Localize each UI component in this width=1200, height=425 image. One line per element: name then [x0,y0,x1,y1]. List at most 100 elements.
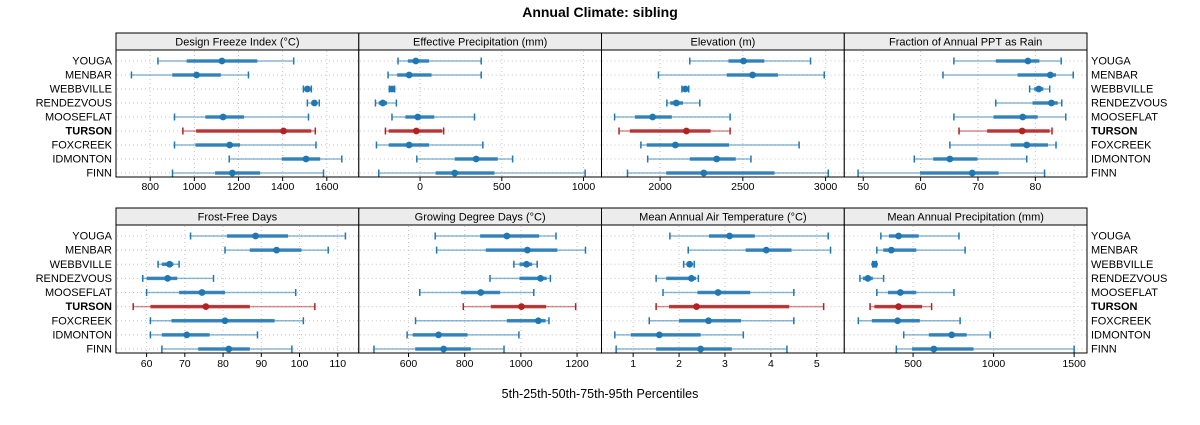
tick-label: 3000 [814,181,838,193]
median-dot [503,232,511,240]
median-dot [198,289,206,296]
median-dot [303,85,311,93]
median-dot [726,232,733,240]
tick-label: 2 [676,358,682,370]
tick-label: 800 [141,181,159,193]
median-dot [894,317,902,325]
median-dot [477,289,485,296]
tick-label: 500 [493,181,511,193]
series-rendezvous [666,99,701,107]
site-label-left-turson: TURSON [66,301,113,313]
site-label-left-youga: YOUGA [72,231,112,243]
median-dot [414,113,422,121]
series-youga [434,232,557,240]
series-foxcreek [640,141,800,149]
series-youga [953,57,1062,65]
percentiles-caption: 5th-25th-50th-75th-95th Percentiles [501,387,699,401]
series-idmonton [614,331,745,339]
panel-body [115,49,360,178]
series-menbar [224,246,329,254]
tick-label: 60 [141,358,153,370]
series-turson [655,303,825,311]
series-rendezvous [142,274,215,282]
site-label-left-turson: TURSON [66,126,113,138]
median-dot [280,127,287,135]
series-finn [161,345,293,353]
series-menbar [387,71,482,79]
median-dot [740,57,747,65]
median-dot [896,289,904,296]
site-label-right-mooseflat: MOOSEFLAT [1091,287,1158,299]
strip-title: Mean Annual Precipitation (mm) [887,212,1044,224]
median-dot [713,155,721,163]
site-label-right-foxcreek: FOXCREEK [1091,140,1152,152]
series-foxcreek [375,141,484,149]
median-dot [412,57,420,65]
tick-label: 1600 [315,181,339,193]
tick-label: 80 [217,358,229,370]
panel-body [358,224,602,354]
tick-label: 1000 [509,358,533,370]
series-idmonton [149,331,259,339]
series-finn [373,345,505,353]
site-label-right-mooseflat: MOOSEFLAT [1091,112,1158,124]
site-label-left-foxcreek: FOXCREEK [51,315,112,327]
site-label-right-youga: YOUGA [1091,56,1131,68]
series-finn [615,345,788,353]
median-dot [219,113,227,121]
strip-title: Frost-Free Days [198,212,278,224]
median-dot [518,303,525,311]
series-menbar [876,246,966,254]
median-dot [221,317,229,325]
median-dot [1046,71,1054,79]
median-dot [435,331,442,339]
series-rendezvous [995,99,1063,107]
series-youga [688,57,812,65]
series-youga [189,232,347,240]
series-idmonton [406,331,520,339]
site-label-left-mooseflat: MOOSEFLAT [45,112,112,124]
series-youga [669,232,829,240]
median-dot [252,232,259,240]
series-webbville [1028,85,1051,93]
median-dot [537,274,544,282]
median-dot [864,274,872,282]
tick-label: 800 [456,358,474,370]
series-webbville [681,85,690,93]
panel-1: Design Freeze Index (°C) 800 1000 1200 1400 1… [115,32,360,193]
median-dot [202,303,210,311]
site-label-left-rendezvous: RENDEZVOUS [36,273,112,285]
strip-title: Mean Annual Air Temperature (°C) [639,212,806,224]
median-dot [388,85,396,93]
tick-label: 1 [630,358,636,370]
tick-label: 500 [904,358,922,370]
panel-body [358,49,602,178]
series-menbar [942,71,1074,79]
series-youga [157,57,295,65]
panel-body [601,49,845,178]
series-finn [895,345,1075,353]
median-dot [405,71,413,79]
site-label-right-rendezvous: RENDEZVOUS [1091,98,1167,110]
strip-title: Elevation (m) [691,37,756,49]
panel-4: Fraction of Annual PPT as Rain 50 60 70 80 [843,32,1088,193]
median-dot [1048,99,1055,107]
median-dot [311,99,318,107]
series-finn [171,169,325,177]
strip-title: Growing Degree Days (°C) [415,212,546,224]
series-rendezvous [489,274,552,282]
tick-label: 110 [329,358,346,370]
series-mooseflat [953,113,1067,121]
site-label-left-menbar: MENBAR [65,70,112,82]
series-foxcreek [149,317,305,325]
tick-label: 600 [400,358,418,370]
series-mooseflat [419,289,535,296]
median-dot [671,141,679,149]
median-dot [225,345,233,353]
series-turson [182,127,317,135]
series-finn [626,169,829,177]
tick-label: 1000 [183,181,207,193]
series-webbville [871,260,878,268]
